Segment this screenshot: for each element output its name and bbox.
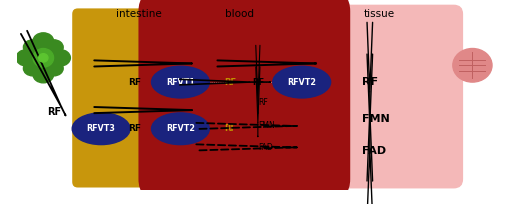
Ellipse shape	[45, 40, 63, 55]
Ellipse shape	[50, 50, 70, 66]
Text: RF: RF	[362, 77, 378, 87]
Ellipse shape	[16, 50, 37, 66]
Text: RF: RF	[128, 124, 141, 133]
Text: RF: RF	[224, 124, 237, 133]
Ellipse shape	[24, 61, 42, 76]
Ellipse shape	[273, 66, 331, 98]
Ellipse shape	[33, 67, 54, 83]
Text: RF: RF	[258, 98, 268, 107]
Text: RFVT2: RFVT2	[287, 78, 316, 86]
Text: tissue: tissue	[364, 9, 395, 19]
Ellipse shape	[72, 113, 130, 145]
Text: RFVT2: RFVT2	[166, 124, 195, 133]
Text: RF: RF	[47, 107, 61, 117]
Text: FMN: FMN	[258, 121, 274, 130]
Text: RFVT1: RFVT1	[166, 78, 195, 86]
Ellipse shape	[24, 40, 42, 55]
Ellipse shape	[152, 66, 209, 98]
Text: FAD: FAD	[362, 146, 387, 156]
FancyBboxPatch shape	[72, 8, 226, 187]
Ellipse shape	[152, 113, 209, 145]
Ellipse shape	[33, 49, 54, 67]
Text: intestine: intestine	[116, 9, 161, 19]
FancyBboxPatch shape	[295, 5, 463, 188]
Ellipse shape	[33, 33, 54, 49]
Ellipse shape	[45, 61, 63, 76]
Text: RF: RF	[224, 78, 237, 86]
Text: RF: RF	[252, 78, 264, 86]
Ellipse shape	[38, 54, 48, 62]
Text: RF: RF	[128, 78, 141, 86]
Text: FAD: FAD	[258, 143, 272, 152]
Text: blood: blood	[225, 9, 254, 19]
Text: FMN: FMN	[362, 114, 390, 124]
Text: RFVT3: RFVT3	[87, 124, 116, 133]
Ellipse shape	[453, 49, 492, 82]
FancyBboxPatch shape	[138, 0, 350, 200]
